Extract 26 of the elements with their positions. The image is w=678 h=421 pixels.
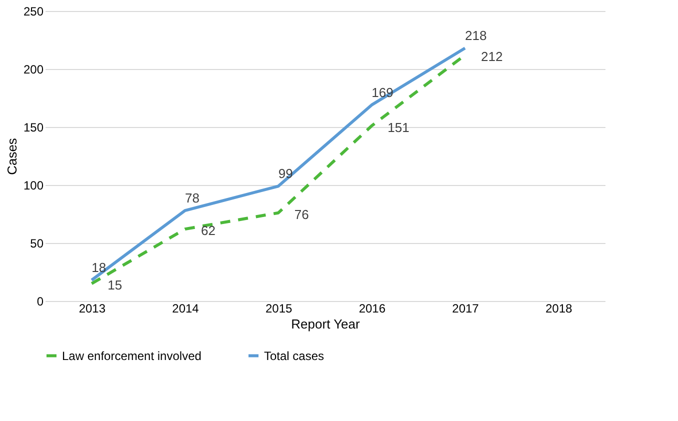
x-tick-label: 2015 bbox=[265, 302, 293, 316]
x-tick-label: 2017 bbox=[452, 302, 480, 316]
data-label: 218 bbox=[465, 28, 487, 44]
x-tick-label: 2018 bbox=[545, 302, 573, 316]
y-tick-label: 50 bbox=[30, 236, 44, 250]
y-tick-label: 250 bbox=[23, 4, 44, 18]
y-tick-label: 200 bbox=[23, 62, 44, 76]
legend-label: Law enforcement involved bbox=[62, 348, 202, 363]
legend-label: Total cases bbox=[264, 348, 324, 363]
x-tick-label: 2013 bbox=[78, 302, 106, 316]
x-axis-title: Report Year bbox=[291, 316, 360, 332]
y-tick-label: 100 bbox=[23, 178, 44, 192]
data-label: 15 bbox=[108, 278, 122, 293]
data-label: 78 bbox=[185, 190, 200, 206]
x-tick-label: 2014 bbox=[172, 302, 200, 316]
y-tick-label: 0 bbox=[36, 294, 44, 308]
y-axis-title: Cases bbox=[4, 138, 20, 175]
data-label: 169 bbox=[372, 84, 394, 100]
data-label: 151 bbox=[388, 120, 410, 135]
y-tick-label: 150 bbox=[23, 120, 44, 134]
data-label: 212 bbox=[481, 49, 503, 64]
data-label: 62 bbox=[201, 223, 216, 238]
data-label: 99 bbox=[278, 166, 293, 182]
x-tick-label: 2016 bbox=[358, 302, 386, 316]
data-label: 76 bbox=[294, 206, 309, 222]
data-label: 18 bbox=[92, 260, 106, 276]
